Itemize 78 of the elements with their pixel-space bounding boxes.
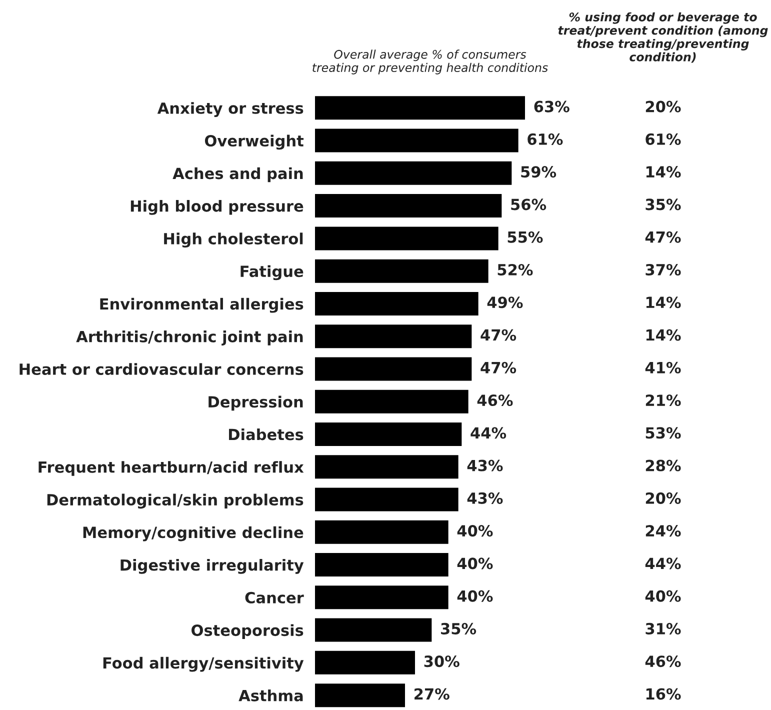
data-label: 56% (511, 198, 546, 210)
text: 44% (645, 558, 681, 570)
chart-title: Overall average % of consumers treating or preventing health conditions (312, 50, 548, 74)
bar (315, 194, 502, 218)
text: 46% (645, 656, 681, 668)
text: 61% (646, 133, 681, 145)
bar (315, 96, 525, 120)
bar (315, 586, 448, 610)
data-label: 40% (457, 525, 493, 537)
data-label: 63% (534, 100, 570, 112)
text: 31% (646, 622, 681, 634)
text: 53% (646, 427, 681, 439)
bar (315, 684, 405, 708)
data-label: 47% (480, 362, 516, 374)
y-tick-label: Arthritis/chronic joint pain (76, 330, 303, 346)
y-tick-label: Dermatological/skin problems (47, 494, 304, 509)
text: 20% (646, 492, 681, 504)
data-label: 49% (487, 296, 523, 308)
bar (315, 292, 478, 316)
data-label: 47% (480, 329, 516, 341)
text: 41% (645, 362, 681, 374)
bar (315, 520, 448, 544)
text: 37% (646, 264, 681, 276)
y-tick-label: Food allergy/sensitivity (103, 656, 304, 672)
data-label: 30% (424, 656, 460, 668)
y-tick-label: Aches and pain (172, 167, 303, 182)
text: 24% (646, 525, 681, 537)
y-tick-label: Osteoporosis (192, 624, 304, 640)
data-label: 43% (467, 460, 503, 472)
y-tick-label: Depression (208, 396, 303, 411)
y-tick-label: Frequent heartburn/acid reflux (38, 461, 304, 476)
text: 40% (645, 590, 681, 602)
data-label: 52% (498, 264, 533, 276)
bar (315, 259, 488, 283)
bar (315, 128, 518, 152)
y-tick-label: Digestive irregularity (120, 558, 304, 574)
bar (315, 553, 448, 577)
text: 20% (646, 100, 681, 112)
data-label: 43% (467, 492, 503, 504)
y-tick-label: Memory/cognitive decline (83, 526, 304, 542)
data-label: 61% (528, 133, 563, 145)
y-tick-label: Cancer (245, 592, 304, 604)
y-tick-label: Asthma (238, 690, 303, 702)
y-tick-label: Diabetes (229, 428, 304, 440)
bar (315, 226, 498, 250)
text: % using food or beverage to treat/prevent condition (among those treating/preventing condition) (558, 12, 768, 63)
text: 28% (646, 460, 681, 472)
bar (315, 650, 415, 674)
y-tick-label: Anxiety or stress (157, 102, 304, 118)
text: 14% (646, 166, 681, 178)
y-tick-label: High cholesterol (164, 232, 303, 248)
data-label: 46% (477, 394, 513, 406)
data-label: 59% (521, 166, 556, 178)
y-tick-label: Environmental allergies (100, 298, 304, 313)
bar (315, 324, 472, 348)
data-label: 40% (457, 590, 493, 602)
bar (315, 455, 458, 479)
text: 21% (646, 394, 681, 406)
text: 47% (645, 231, 681, 243)
data-label: 55% (508, 231, 543, 243)
data-label: 40% (457, 558, 493, 570)
y-tick-label: Heart or cardiovascular concerns (20, 363, 304, 375)
bar (315, 161, 512, 185)
bar (315, 488, 458, 512)
y-tick-label: Overweight (204, 134, 304, 150)
text: 35% (646, 198, 681, 210)
bar (315, 357, 472, 381)
text: 16% (646, 688, 681, 700)
bar (315, 390, 468, 414)
data-label: 35% (441, 622, 476, 634)
text: 14% (646, 329, 681, 341)
bar (315, 618, 432, 642)
text: 14% (646, 296, 681, 308)
y-tick-label: High blood pressure (130, 200, 304, 215)
bar (315, 422, 462, 446)
data-label: 44% (470, 427, 506, 439)
data-label: 27% (414, 688, 450, 700)
y-tick-label: Fatigue (240, 265, 304, 280)
